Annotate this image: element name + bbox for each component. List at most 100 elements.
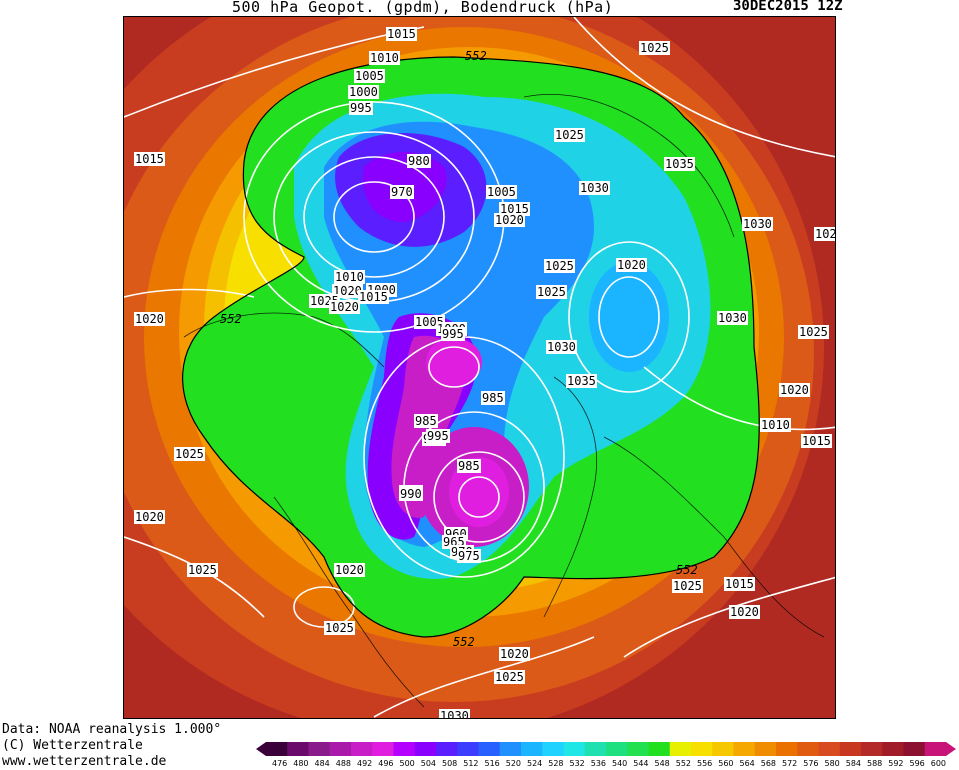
isobar-label: 1010 [760,418,791,432]
isobar-label: 1020 [499,647,530,661]
website-link[interactable]: www.wetterzentrale.de [2,754,167,769]
colorbar-swatch [266,742,288,756]
isobar-label: 1020 [814,227,835,241]
isobar-label: 995 [441,327,465,341]
colorbar-tick-label: 496 [378,759,394,768]
isobar-label: 985 [457,459,481,473]
colorbar-swatch [818,742,841,756]
colorbar-tick-label: 552 [675,759,692,768]
colorbar-tick-label: 492 [356,759,373,768]
weather-map: 1015 1010 1005 1000 995 552 1025 1015 980 970 1005… [123,16,836,719]
isobar-label: 990 [399,487,423,501]
isobar-label: 1010 [369,51,400,65]
colorbar: 476 480 484 488 492 496 500 504 508 512 516 520 524 5… [256,740,956,770]
copyright-text: (C) Wetterzentrale [2,738,143,753]
colorbar-swatch [521,742,543,756]
colorbar-tick-label: 556 [696,759,713,768]
isobar-label: 995 [426,429,450,443]
geopotential-contour-label: 552 [676,563,698,577]
colorbar-swatch [776,742,798,756]
colorbar-tick-label: 596 [909,759,925,768]
colorbar-swatch [542,742,564,756]
isobar-label: 1020 [729,605,760,619]
colorbar-swatch [372,742,394,756]
isobar-label: 1030 [546,340,577,354]
colorbar-swatch [606,742,628,756]
colorbar-swatch [733,742,756,756]
geopotential-contour-label: 552 [465,49,487,63]
colorbar-swatch [861,742,883,756]
colorbar-tick-label: 488 [335,759,352,768]
colorbar-tick-label: 524 [526,759,543,768]
colorbar-tick-label: 500 [399,759,415,768]
colorbar-swatch [839,742,862,756]
colorbar-swatch [669,742,692,756]
isobar-label: 985 [414,414,438,428]
colorbar-swatches [256,742,956,756]
isobar-label: 1015 [386,27,417,41]
geopotential-contour-label: 552 [453,635,475,649]
colorbar-swatch [648,742,671,756]
isobar-label: 1030 [439,709,470,718]
colorbar-tick-label: 484 [314,759,330,768]
colorbar-swatch [903,742,926,756]
isobar-label: 1020 [779,383,810,397]
isobar-label: 1005 [354,69,385,83]
colorbar-tick-label: 568 [760,759,777,768]
isobar-label: 1020 [334,563,365,577]
colorbar-tick-label: 580 [824,759,840,768]
colorbar-tick-label: 540 [611,759,628,768]
colorbar-tick-label: 588 [866,759,883,768]
colorbar-tick-label: 584 [845,759,862,768]
colorbar-swatch [478,742,501,756]
colorbar-swatch [308,742,331,756]
colorbar-swatch [882,742,904,756]
map-date: 30DEC2015 12Z [733,0,843,14]
isobar-label: 1020 [616,258,647,272]
colorbar-arrow-right [946,742,956,756]
isobar-label: 970 [390,185,414,199]
colorbar-arrow-left [256,742,266,756]
colorbar-swatch [436,742,458,756]
isobar-label: 1020 [134,312,165,326]
colorbar-swatch [691,742,713,756]
colorbar-swatch [924,742,947,756]
colorbar-tick-label: 544 [633,759,649,768]
isobar-label: 1025 [494,670,525,684]
colorbar-ticks: 476 480 484 488 492 496 500 504 508 512 516 520 524 5… [269,759,949,768]
isobar-label: 1025 [554,128,585,142]
colorbar-swatch [584,742,607,756]
colorbar-swatch [563,742,586,756]
isobar-label: 1025 [672,579,703,593]
isobar-label: 1010 [334,270,365,284]
colorbar-tick-label: 592 [888,759,904,768]
data-source-text: Data: NOAA reanalysis 1.000° [2,722,222,737]
colorbar-tick-label: 564 [739,759,755,768]
isobar-label: 1025 [324,621,355,635]
isobar-label: 985 [481,391,505,405]
colorbar-swatch [393,742,416,756]
isobar-label: 1025 [536,285,567,299]
colorbar-swatch [797,742,819,756]
isobar-label: 1015 [499,202,530,216]
isobar-label: 980 [407,154,431,168]
colorbar-tick-label: 572 [781,759,798,768]
isobar-label: 1015 [358,290,389,304]
colorbar-tick-label: 528 [548,759,564,768]
colorbar-swatch [351,742,373,756]
colorbar-swatch [414,742,437,756]
colorbar-swatch [754,742,777,756]
colorbar-swatch [287,742,309,756]
colorbar-tick-label: 504 [420,759,437,768]
isobar-label: 1035 [664,157,695,171]
colorbar-tick-label: 508 [441,759,458,768]
colorbar-tick-label: 560 [718,759,734,768]
isobar-label: 1025 [187,563,218,577]
isobar-label: 1020 [134,510,165,524]
colorbar-tick-label: 520 [505,759,522,768]
isobar-label: 975 [457,549,481,563]
map-title: 500 hPa Geopot. (gpdm), Bodendruck (hPa) [232,0,614,16]
colorbar-tick-label: 476 [271,759,288,768]
colorbar-swatch [457,742,479,756]
geopotential-contour-label: 552 [220,312,242,326]
